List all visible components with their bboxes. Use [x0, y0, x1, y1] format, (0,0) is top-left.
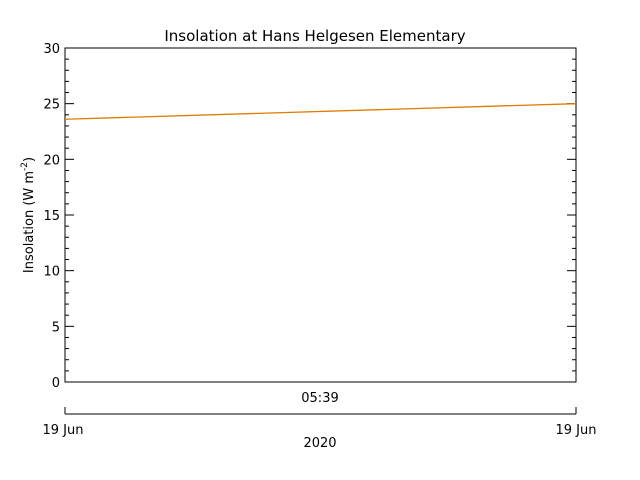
- year-label: 2020: [303, 436, 336, 451]
- x-time-label: 05:39: [301, 391, 338, 406]
- y-tick-label: 30: [43, 42, 60, 57]
- y-axis-label-sup: -2: [20, 162, 30, 171]
- date-label-end: 19 Jun: [556, 423, 597, 438]
- y-axis-tick-labels: 0 5 10 15 20 25 30: [43, 42, 60, 391]
- series-layer: [64, 103, 577, 120]
- y-tick-label: 0: [52, 376, 60, 391]
- date-label-start: 19 Jun: [43, 423, 84, 438]
- series-line: [64, 103, 577, 120]
- y-tick-label: 10: [43, 265, 60, 280]
- y-axis-label: Insolation (W m-2): [20, 157, 37, 273]
- y-tick-label: 20: [43, 153, 60, 168]
- y-axis-ticks: [65, 47, 576, 383]
- y-tick-label: 25: [43, 98, 60, 113]
- y-tick-label: 5: [52, 320, 60, 335]
- y-axis-label-close: ): [22, 157, 37, 162]
- y-tick-label: 15: [43, 209, 60, 224]
- plot-frame: [64, 47, 577, 383]
- y-axis-label-main: Insolation (W m: [22, 171, 37, 273]
- chart-title: Insolation at Hans Helgesen Elementary: [164, 27, 465, 45]
